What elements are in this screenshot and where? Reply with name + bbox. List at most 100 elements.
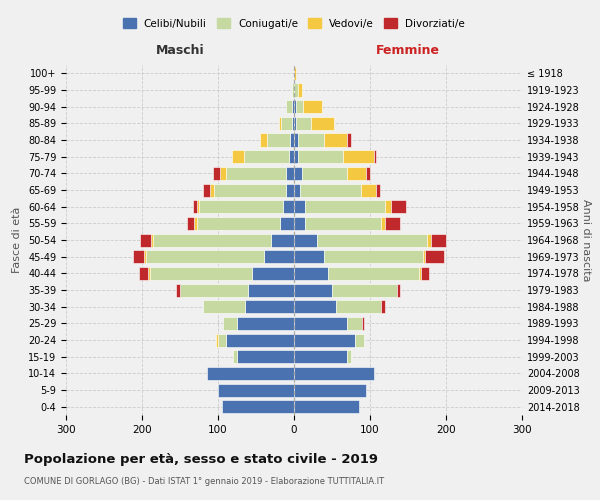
Bar <box>203 300 245 313</box>
Bar <box>281 117 292 130</box>
Bar <box>176 284 180 296</box>
Bar <box>206 367 294 380</box>
Bar <box>144 250 146 263</box>
Bar <box>431 234 446 246</box>
Bar <box>139 267 148 280</box>
Bar <box>197 217 280 230</box>
Bar <box>226 334 294 346</box>
Bar <box>294 367 374 380</box>
Bar <box>296 100 303 113</box>
Y-axis label: Anni di nascita: Anni di nascita <box>581 198 591 281</box>
Bar <box>382 217 385 230</box>
Bar <box>343 150 374 163</box>
Bar <box>385 200 391 213</box>
Bar <box>203 184 211 196</box>
Bar <box>283 200 294 213</box>
Bar <box>218 334 226 346</box>
Bar <box>294 317 347 330</box>
Bar <box>233 350 237 363</box>
Y-axis label: Fasce di età: Fasce di età <box>13 207 22 273</box>
Bar <box>303 100 322 113</box>
Bar <box>280 217 294 230</box>
Bar <box>294 234 317 246</box>
Bar <box>232 150 244 163</box>
Bar <box>298 134 325 146</box>
Bar <box>294 284 332 296</box>
Bar <box>223 317 237 330</box>
Bar <box>286 167 294 180</box>
Bar <box>148 267 149 280</box>
Bar <box>294 167 302 180</box>
Bar <box>419 267 421 280</box>
Bar <box>305 217 382 230</box>
Bar <box>292 100 294 113</box>
Bar <box>292 84 294 96</box>
Bar <box>425 250 444 263</box>
Bar <box>294 400 359 413</box>
Bar <box>421 267 428 280</box>
Bar <box>298 84 302 96</box>
Bar <box>146 250 263 263</box>
Bar <box>211 184 214 196</box>
Bar <box>290 134 294 146</box>
Bar <box>289 150 294 163</box>
Bar <box>217 334 218 346</box>
Bar <box>347 317 362 330</box>
Bar <box>279 117 281 130</box>
Bar <box>248 284 294 296</box>
Bar <box>294 217 305 230</box>
Bar <box>252 267 294 280</box>
Text: Maschi: Maschi <box>155 44 205 58</box>
Bar <box>336 300 382 313</box>
Bar <box>332 284 397 296</box>
Bar <box>374 150 376 163</box>
Bar <box>391 200 406 213</box>
Bar <box>311 117 334 130</box>
Bar <box>294 134 298 146</box>
Bar <box>237 317 294 330</box>
Bar <box>149 267 252 280</box>
Bar <box>294 267 328 280</box>
Bar <box>140 234 151 246</box>
Bar <box>268 134 290 146</box>
Bar <box>194 217 197 230</box>
Bar <box>382 300 385 313</box>
Bar <box>347 134 351 146</box>
Bar <box>397 284 400 296</box>
Bar <box>294 300 336 313</box>
Bar <box>244 150 289 163</box>
Bar <box>237 350 294 363</box>
Bar <box>427 234 431 246</box>
Bar <box>286 100 292 113</box>
Bar <box>263 250 294 263</box>
Bar <box>180 284 248 296</box>
Bar <box>361 184 376 196</box>
Bar <box>385 217 400 230</box>
Bar <box>376 184 380 196</box>
Bar <box>199 200 283 213</box>
Bar <box>286 184 294 196</box>
Text: Popolazione per età, sesso e stato civile - 2019: Popolazione per età, sesso e stato civil… <box>24 452 378 466</box>
Bar <box>423 250 425 263</box>
Bar <box>214 167 220 180</box>
Bar <box>220 167 226 180</box>
Bar <box>294 84 298 96</box>
Bar <box>197 200 199 213</box>
Text: COMUNE DI GORLAGO (BG) - Dati ISTAT 1° gennaio 2019 - Elaborazione TUTTITALIA.IT: COMUNE DI GORLAGO (BG) - Dati ISTAT 1° g… <box>24 478 384 486</box>
Bar <box>222 400 294 413</box>
Bar <box>294 250 325 263</box>
Bar <box>294 150 298 163</box>
Bar <box>294 100 296 113</box>
Bar <box>298 150 343 163</box>
Bar <box>294 117 296 130</box>
Bar <box>294 384 366 396</box>
Bar <box>193 200 197 213</box>
Bar <box>294 200 305 213</box>
Bar <box>294 67 296 80</box>
Bar <box>362 317 364 330</box>
Bar <box>296 117 311 130</box>
Bar <box>154 234 271 246</box>
Bar <box>366 167 370 180</box>
Bar <box>271 234 294 246</box>
Bar <box>317 234 427 246</box>
